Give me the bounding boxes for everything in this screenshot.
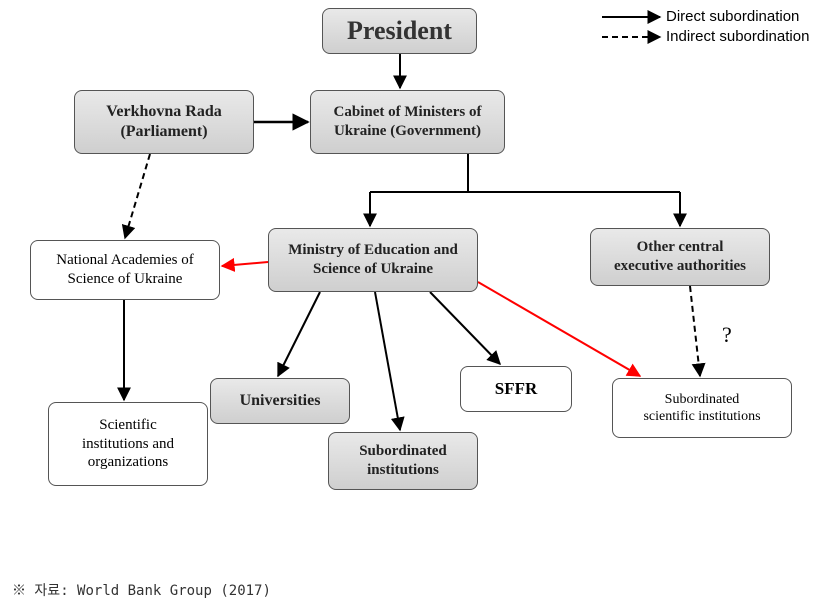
node-cabinet: Cabinet of Ministers of Ukraine (Governm… [310, 90, 505, 154]
node-national-academies: National Academies of Science of Ukraine [30, 240, 220, 300]
node-sffr: SFFR [460, 366, 572, 412]
node-other-central: Other central executive authorities [590, 228, 770, 286]
node-president: President [322, 8, 477, 54]
node-subordinated-institutions: Subordinated institutions [328, 432, 478, 490]
node-subordinated-scientific: Subordinated scientific institutions [612, 378, 792, 438]
node-verkhovna-rada: Verkhovna Rada (Parliament) [74, 90, 254, 154]
node-universities: Universities [210, 378, 350, 424]
legend-direct-label: Direct subordination [666, 8, 799, 25]
annotation-question-mark: ? [722, 322, 732, 348]
node-scientific-institutions: Scientific institutions and organization… [48, 402, 208, 486]
node-ministry-education: Ministry of Education and Science of Ukr… [268, 228, 478, 292]
source-citation: ※ 자료: World Bank Group (2017) [12, 580, 271, 600]
legend-indirect-label: Indirect subordination [666, 28, 809, 45]
